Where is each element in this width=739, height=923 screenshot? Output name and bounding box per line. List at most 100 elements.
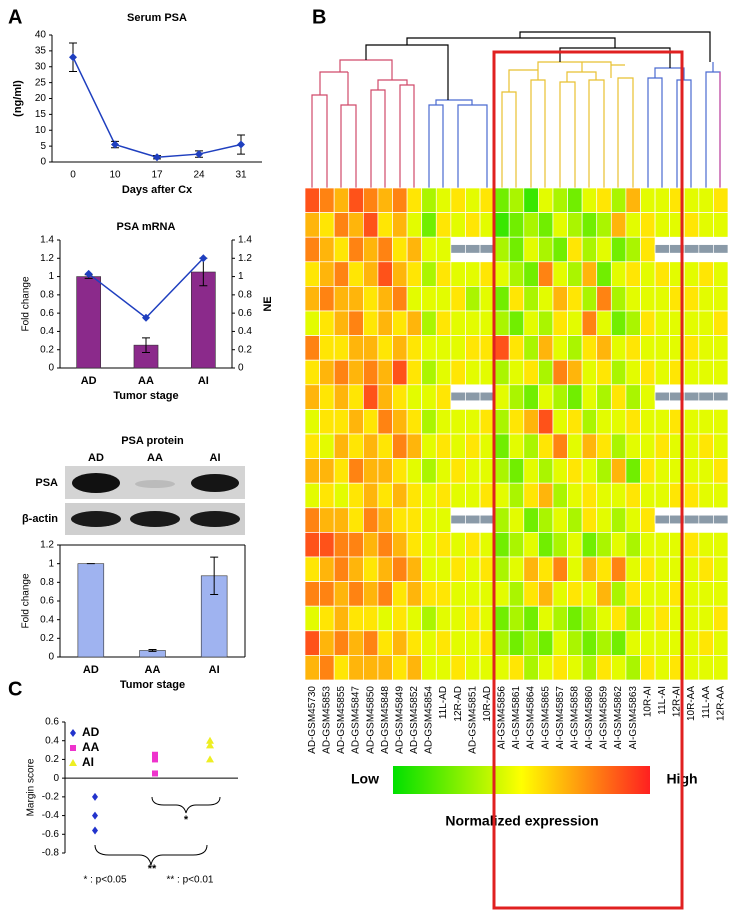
heatmap-cell	[435, 556, 452, 582]
blot-column-label: AA	[147, 452, 163, 464]
heatmap-cell	[319, 359, 335, 386]
heatmap-cell	[625, 236, 641, 263]
heatmap-cell	[610, 458, 627, 484]
heatmap-cell	[538, 359, 554, 386]
heatmap-cell	[362, 507, 379, 533]
heatmap-cell	[348, 236, 364, 263]
heatmap-cell	[406, 261, 423, 287]
heatmap-cell	[406, 187, 423, 213]
heatmap-cell	[435, 212, 452, 238]
heatmap-cell	[348, 630, 364, 656]
missing-cell	[683, 244, 700, 254]
heatmap-cell	[683, 335, 700, 361]
heatmap-cell	[377, 556, 393, 582]
heatmap-cell	[610, 556, 627, 582]
heatmap-cell	[698, 581, 714, 607]
heatmap-cell	[479, 409, 495, 435]
x-tick-label: 24	[193, 170, 205, 181]
y-tick-label: 30	[35, 61, 47, 72]
column-label: AI-GSM45856	[497, 686, 508, 750]
heatmap-cell	[654, 630, 671, 656]
heatmap-cell	[479, 433, 495, 459]
heatmap-cell	[538, 605, 554, 632]
y-axis-label: Fold change	[21, 276, 32, 331]
heatmap-cell	[450, 482, 466, 509]
heatmap-cell	[552, 458, 568, 484]
heatmap-cell	[567, 433, 583, 459]
heatmap-cell	[698, 605, 714, 632]
heatmap-cell	[479, 458, 495, 484]
heatmap-cell	[640, 335, 656, 361]
heatmap-cell	[552, 655, 568, 681]
heatmap-cell	[552, 212, 568, 238]
heatmap-cell	[581, 236, 598, 263]
heatmap-cell	[508, 335, 525, 361]
column-label: AI-GSM45863	[628, 686, 639, 750]
point	[152, 751, 158, 758]
point	[92, 792, 98, 801]
column-label: AD-GSM45730	[307, 686, 318, 754]
heatmap-cell	[465, 532, 481, 558]
x-tick-label: 10	[109, 170, 121, 181]
heatmap-cell	[538, 261, 554, 287]
heatmap-cell	[333, 507, 350, 533]
heatmap-cell	[435, 507, 452, 533]
heatmap-cell	[435, 187, 452, 213]
heatmap-cell	[406, 384, 423, 410]
heatmap-cell	[494, 458, 510, 484]
y-tick-label: 40	[35, 30, 47, 41]
missing-cell	[450, 514, 466, 525]
heatmap-cell	[304, 482, 320, 509]
heatmap-cell	[319, 261, 335, 287]
column-label: AI-GSM45862	[613, 686, 624, 750]
heatmap-cell	[304, 532, 320, 558]
y-tick-label: 0.6	[40, 596, 54, 607]
heatmap-cell	[348, 532, 364, 558]
heatmap-cell	[523, 630, 539, 656]
missing-cell	[450, 391, 466, 402]
heatmap-cell	[421, 261, 437, 287]
column-label: 11L-AI	[657, 686, 668, 715]
y2-tick-label: 0.2	[238, 344, 252, 355]
heatmap-cell	[610, 212, 627, 238]
heatmap-cell	[508, 212, 525, 238]
heatmap-cell	[538, 507, 554, 533]
missing-cell	[713, 391, 729, 402]
heatmap-cell	[435, 433, 452, 459]
heatmap-cell	[377, 286, 393, 312]
heatmap-cell	[552, 236, 568, 263]
heatmap-cell	[348, 458, 364, 484]
chart-title: Serum PSA	[127, 12, 187, 24]
heatmap-cell	[406, 236, 423, 263]
heatmap-cell	[523, 655, 539, 681]
heatmap-cell	[348, 335, 364, 361]
heatmap-cell	[392, 605, 408, 632]
heatmap-cell	[421, 458, 437, 484]
heatmap-cell	[319, 384, 335, 410]
heatmap-cell	[596, 310, 612, 336]
heatmap-cell	[552, 310, 568, 336]
heatmap-cell	[523, 212, 539, 238]
x-tick-label: AD	[83, 664, 99, 676]
heatmap-cell	[581, 384, 598, 410]
heatmap-cell	[362, 556, 379, 582]
heatmap-cell	[625, 433, 641, 459]
heatmap-cell	[362, 532, 379, 558]
heatmap-cell	[523, 384, 539, 410]
y-tick-label: 10	[35, 125, 47, 136]
heatmap-cell	[538, 655, 554, 681]
point	[111, 140, 119, 149]
heatmap-cell	[406, 212, 423, 238]
heatmap-cell	[625, 630, 641, 656]
missing-cell	[654, 514, 671, 525]
legend-label: AI	[82, 755, 94, 769]
heatmap-cell	[406, 605, 423, 632]
heatmap-cell	[640, 409, 656, 435]
y-tick-label: 35	[35, 46, 47, 57]
y2-tick-label: 1	[238, 271, 244, 282]
heatmap-cell	[508, 236, 525, 263]
column-label: AD-GSM45850	[365, 686, 376, 754]
column-label: AI-GSM45864	[526, 686, 537, 750]
heatmap-cell	[435, 581, 452, 607]
heatmap-cell	[552, 532, 568, 558]
